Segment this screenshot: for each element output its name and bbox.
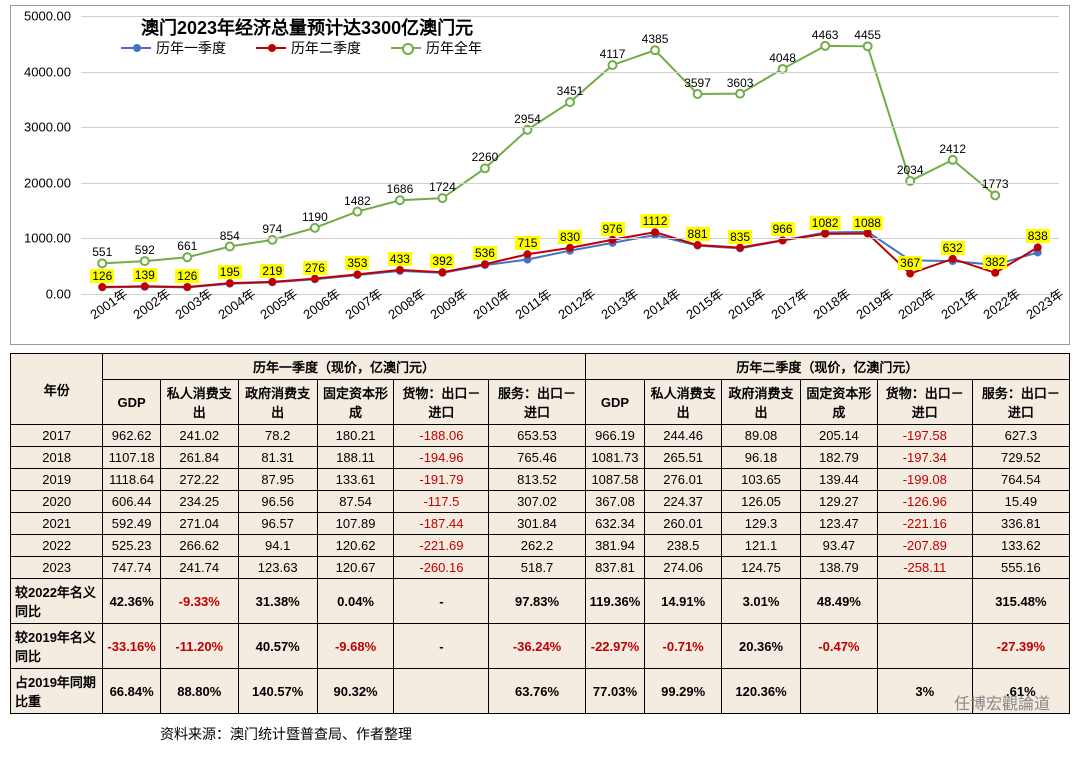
line-chart: 澳门2023年经济总量预计达3300亿澳门元 历年一季度 历年二季度 历年全年 … (10, 5, 1070, 345)
data-table-wrap: 年份历年一季度（现价，亿澳门元）历年二季度（现价，亿澳门元）GDP私人消费支出政… (10, 353, 1070, 714)
watermark: 任博宏觀論道 (954, 690, 1050, 714)
y-axis: 0.001000.002000.003000.004000.005000.00 (11, 16, 76, 294)
table-body: 2017962.62241.0278.2180.21-188.06653.539… (11, 425, 1070, 714)
plot-area: 5515926618549741190148216861724226029543… (81, 16, 1059, 294)
table-head: 年份历年一季度（现价，亿澳门元）历年二季度（现价，亿澳门元）GDP私人消费支出政… (11, 354, 1070, 425)
chart-svg (81, 16, 1059, 294)
data-table: 年份历年一季度（现价，亿澳门元）历年二季度（现价，亿澳门元）GDP私人消费支出政… (10, 353, 1070, 714)
x-axis: 2001年2002年2003年2004年2005年2006年2007年2008年… (81, 296, 1059, 344)
source-text: 资料来源：澳门统计暨普查局、作者整理 (160, 724, 1080, 744)
